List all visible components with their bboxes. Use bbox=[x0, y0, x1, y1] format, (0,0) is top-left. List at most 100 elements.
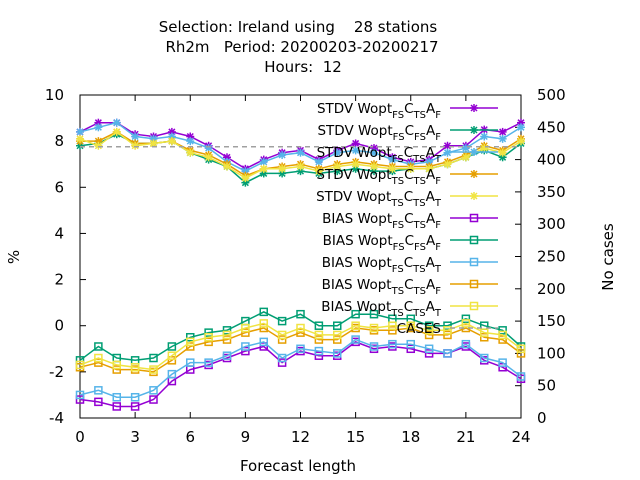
point bbox=[241, 323, 250, 333]
point bbox=[498, 127, 507, 136]
point bbox=[498, 362, 507, 372]
point bbox=[469, 301, 479, 311]
point bbox=[517, 137, 525, 146]
point bbox=[167, 137, 176, 146]
legend-item: STDV WoptTSCTSAT bbox=[316, 189, 498, 209]
point bbox=[498, 335, 507, 344]
point bbox=[222, 335, 232, 344]
point bbox=[296, 162, 305, 171]
legend-item: STDV WoptFSCTSAT bbox=[317, 145, 498, 165]
point bbox=[278, 150, 287, 159]
y2-tick-label: 50 bbox=[537, 377, 556, 395]
point bbox=[222, 351, 232, 360]
point bbox=[75, 360, 85, 370]
point bbox=[149, 386, 158, 395]
point bbox=[369, 342, 379, 351]
y-tick-label: 10 bbox=[45, 86, 64, 104]
point bbox=[94, 342, 103, 351]
point bbox=[333, 162, 342, 171]
point bbox=[469, 235, 479, 245]
point bbox=[424, 349, 434, 358]
legend-label: STDV WoptTSCTSAF bbox=[316, 167, 441, 187]
point bbox=[94, 141, 103, 150]
point bbox=[167, 351, 177, 360]
series-line bbox=[79, 322, 522, 371]
point bbox=[277, 358, 287, 367]
point bbox=[167, 369, 177, 379]
point bbox=[222, 330, 232, 340]
point bbox=[351, 146, 360, 155]
legend-label: STDV WoptFSCTSAF bbox=[317, 101, 441, 121]
x-tick-label: 9 bbox=[241, 428, 251, 446]
point bbox=[259, 307, 268, 317]
y-tick-label: 4 bbox=[54, 224, 64, 242]
point bbox=[470, 170, 478, 178]
legend-item: BIAS WoptFSCTSAT bbox=[322, 255, 498, 275]
point bbox=[259, 337, 268, 347]
point bbox=[461, 319, 471, 328]
point bbox=[314, 330, 324, 340]
point bbox=[469, 213, 479, 223]
point bbox=[259, 157, 268, 166]
point bbox=[186, 337, 195, 347]
point bbox=[370, 162, 378, 171]
point bbox=[167, 342, 177, 351]
point bbox=[314, 335, 324, 344]
point bbox=[388, 326, 397, 335]
legend-label: BIAS WoptFSCTSAT bbox=[322, 255, 442, 275]
x-tick-label: 24 bbox=[511, 428, 530, 446]
point bbox=[296, 344, 305, 354]
point bbox=[498, 148, 507, 157]
y2-tick-label: 100 bbox=[537, 344, 566, 362]
point bbox=[277, 330, 287, 340]
point bbox=[94, 123, 103, 132]
point bbox=[480, 333, 489, 342]
series-line bbox=[79, 311, 522, 362]
point bbox=[296, 148, 305, 157]
legend-label: STDV WoptTSCTSAT bbox=[316, 189, 442, 209]
point bbox=[406, 344, 415, 354]
point bbox=[241, 328, 250, 337]
point bbox=[223, 162, 231, 171]
x-tick-label: 15 bbox=[346, 428, 365, 446]
point bbox=[241, 346, 250, 356]
point bbox=[469, 279, 479, 289]
point bbox=[204, 328, 213, 337]
point bbox=[470, 126, 478, 134]
point bbox=[277, 335, 287, 344]
point bbox=[351, 335, 360, 344]
point bbox=[369, 323, 379, 333]
point bbox=[167, 356, 177, 365]
series bbox=[76, 127, 525, 183]
y-tick-label: -4 bbox=[49, 409, 64, 427]
point bbox=[75, 390, 85, 400]
point bbox=[517, 123, 525, 132]
point bbox=[186, 148, 195, 157]
point bbox=[406, 339, 415, 349]
legend-label: BIAS WoptFSCTSAF bbox=[322, 211, 441, 231]
point bbox=[424, 330, 434, 340]
point bbox=[222, 326, 232, 335]
point bbox=[333, 330, 342, 340]
legend-label: BIAS WoptTSCTSAF bbox=[322, 277, 442, 297]
point bbox=[480, 144, 489, 153]
point bbox=[424, 326, 434, 335]
legend-label: STDV WoptFSCTSAT bbox=[317, 145, 442, 165]
point bbox=[443, 160, 452, 169]
point bbox=[406, 321, 415, 330]
point bbox=[241, 174, 250, 183]
y-tick-label: 0 bbox=[54, 317, 64, 335]
x-tick-label: 12 bbox=[291, 428, 310, 446]
point bbox=[186, 342, 195, 351]
point bbox=[470, 104, 478, 112]
point bbox=[498, 330, 507, 340]
point bbox=[186, 333, 195, 342]
point bbox=[94, 353, 103, 363]
point bbox=[388, 155, 397, 164]
point bbox=[186, 137, 195, 146]
legend-item: BIAS WoptFSCTSAF bbox=[322, 211, 498, 231]
legend-label: BIAS WoptFSCFSAF bbox=[323, 233, 442, 253]
y2-tick-label: 400 bbox=[537, 151, 566, 169]
point bbox=[480, 353, 489, 363]
point bbox=[351, 139, 360, 148]
